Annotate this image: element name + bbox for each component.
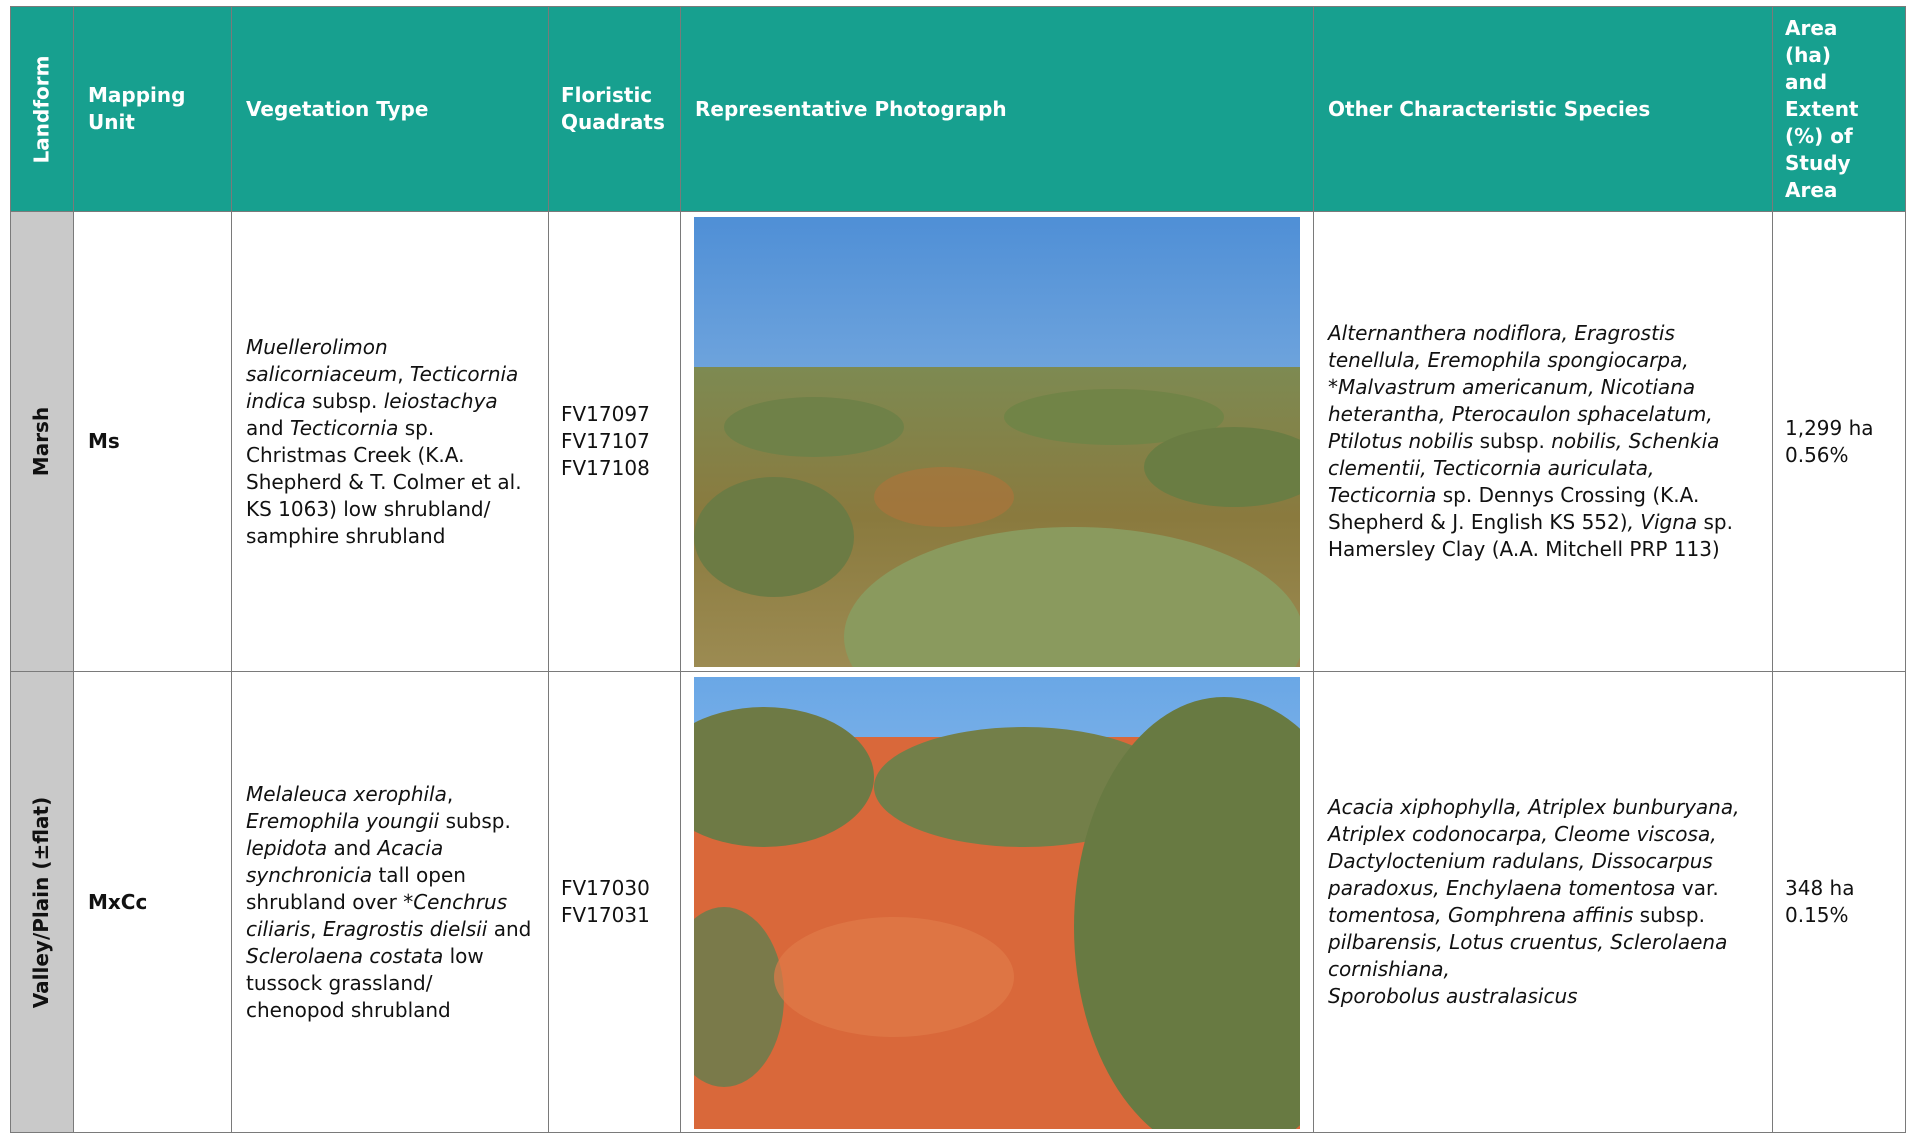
floristic-quadrats-line: FV17107 (561, 429, 650, 453)
text-segment: tomentosa, Gomphrena affinis (1328, 903, 1634, 927)
floristic-quadrats-cell: FV17097 FV17107 FV17108 (548, 211, 681, 672)
text-segment: Eremophila youngii (246, 808, 440, 833)
header-text: Landform (29, 55, 54, 163)
other-species: Alternanthera nodiflora, Eragrostis tene… (1328, 320, 1758, 563)
text-segment: var. (1675, 876, 1719, 900)
other-species: Acacia xiphophylla, Atriplex bunburyana,… (1328, 794, 1758, 1010)
text-segment: Melaleuca xerophila (246, 781, 447, 806)
header-cell: Floristic Quadrats (548, 6, 681, 212)
header-text: Area (ha) and Extent (%) of Study Area (1785, 15, 1859, 202)
area: 1,299 ha 0.56% (1785, 415, 1874, 469)
text-segment: tall open shrubland over * (246, 862, 466, 914)
mapping-unit: MxCc (88, 889, 148, 914)
text-segment: and (487, 916, 532, 941)
text-segment: Alternanthera nodiflora, Eragrostis tene… (1328, 321, 1713, 453)
text-segment: subsp. (1633, 903, 1705, 927)
mapping-unit-cell: MxCc (73, 671, 232, 1133)
area-cell: 1,299 ha 0.56% (1772, 211, 1906, 672)
vegetation-type: Melaleuca xerophila, Eremophila youngii … (246, 781, 534, 1024)
floristic-quadrats-line: FV17097 (561, 402, 650, 426)
text-segment: Eragrostis dielsii (322, 916, 488, 941)
area-line: 348 ha (1785, 876, 1855, 900)
landform-cell: Valley/Plain (±flat) (10, 671, 74, 1133)
text-segment: , (310, 916, 323, 941)
text-segment: Acacia synchronicia (246, 835, 444, 887)
area: 348 ha 0.15% (1785, 875, 1854, 929)
area-line: 0.15% (1785, 903, 1849, 927)
text-segment: and (246, 415, 290, 440)
text-segment: pilbarensis, Lotus cruentus, Sclerolaena… (1328, 930, 1728, 1008)
mapping-unit: Ms (88, 429, 120, 453)
text-segment: lepidota (246, 835, 328, 860)
text-segment: Muellerolimon salicorniaceum (246, 334, 398, 386)
text-segment: Sclerolaena costata (246, 943, 444, 968)
text-segment: , (397, 361, 410, 386)
text-segment: and (327, 835, 378, 860)
text-segment: leiostachya (383, 388, 498, 413)
header-cell: Mapping Unit (73, 6, 232, 212)
header-text: Representative Photograph (695, 96, 1007, 121)
text-segment: sp. Dennys Crossing (K.A. Shepherd & J. … (1328, 483, 1700, 534)
header-cell: Representative Photograph (680, 6, 1314, 212)
text-segment: sp. Christmas Creek (K.A. Shepherd & T. … (246, 415, 522, 548)
header-cell: Other Characteristic Species (1313, 6, 1773, 212)
text-segment: low tussock grassland/ chenopod shrublan… (246, 943, 484, 1022)
landform: Valley/Plain (±flat) (29, 796, 54, 1008)
mapping-unit-cell: Ms (73, 211, 232, 672)
area-cell: 348 ha 0.15% (1772, 671, 1906, 1133)
text-segment: Cenchrus ciliaris (246, 889, 508, 941)
text-segment: , Vigna (1627, 510, 1698, 534)
vegetation-type-cell: Muellerolimon salicorniaceum, Tecticorni… (231, 211, 549, 672)
photo-marsh (694, 217, 1300, 667)
text-segment: subsp. (1473, 429, 1552, 453)
text-segment: subsp. (439, 808, 511, 833)
other-species-cell: Alternanthera nodiflora, Eragrostis tene… (1313, 211, 1773, 672)
text-segment: Tecticornia (289, 415, 399, 440)
floristic-quadrats-line: FV17031 (561, 903, 650, 927)
text-segment: Tecticornia indica (246, 361, 519, 413)
area-line: 1,299 ha (1785, 415, 1874, 440)
header-text: Vegetation Type (246, 96, 429, 121)
floristic-quadrats-line: FV17108 (561, 456, 650, 480)
floristic-quadrats: FV17030 FV17031 (561, 875, 650, 929)
header-cell: Area (ha) and Extent (%) of Study Area (1772, 6, 1906, 212)
area-line: 0.56% (1785, 442, 1849, 467)
header-text: Other Characteristic Species (1328, 96, 1651, 121)
text-segment: , (446, 781, 454, 806)
text-segment: sp. Hamersley Clay (A.A. Mitchell PRP 11… (1328, 510, 1733, 561)
header-text: Mapping Unit (88, 83, 186, 134)
floristic-quadrats-line: FV17030 (561, 876, 650, 900)
photo-valley (694, 677, 1300, 1129)
header-text: Floristic Quadrats (561, 83, 665, 134)
vegetation-type: Muellerolimon salicorniaceum, Tecticorni… (246, 334, 534, 550)
landform-cell: Marsh (10, 211, 74, 672)
header-cell: Vegetation Type (231, 6, 549, 212)
floristic-quadrats: FV17097 FV17107 FV17108 (561, 401, 650, 482)
landform: Marsh (29, 406, 54, 477)
text-segment: nobilis, Schenkia clementii, Tecticornia… (1328, 429, 1720, 507)
floristic-quadrats-cell: FV17030 FV17031 (548, 671, 681, 1133)
vegetation-type-cell: Melaleuca xerophila, Eremophila youngii … (231, 671, 549, 1133)
text-segment: subsp. (305, 388, 384, 413)
text-segment: Acacia xiphophylla, Atriplex bunburyana,… (1328, 795, 1740, 900)
other-species-cell: Acacia xiphophylla, Atriplex bunburyana,… (1313, 671, 1773, 1133)
header-cell: Landform (10, 6, 74, 212)
